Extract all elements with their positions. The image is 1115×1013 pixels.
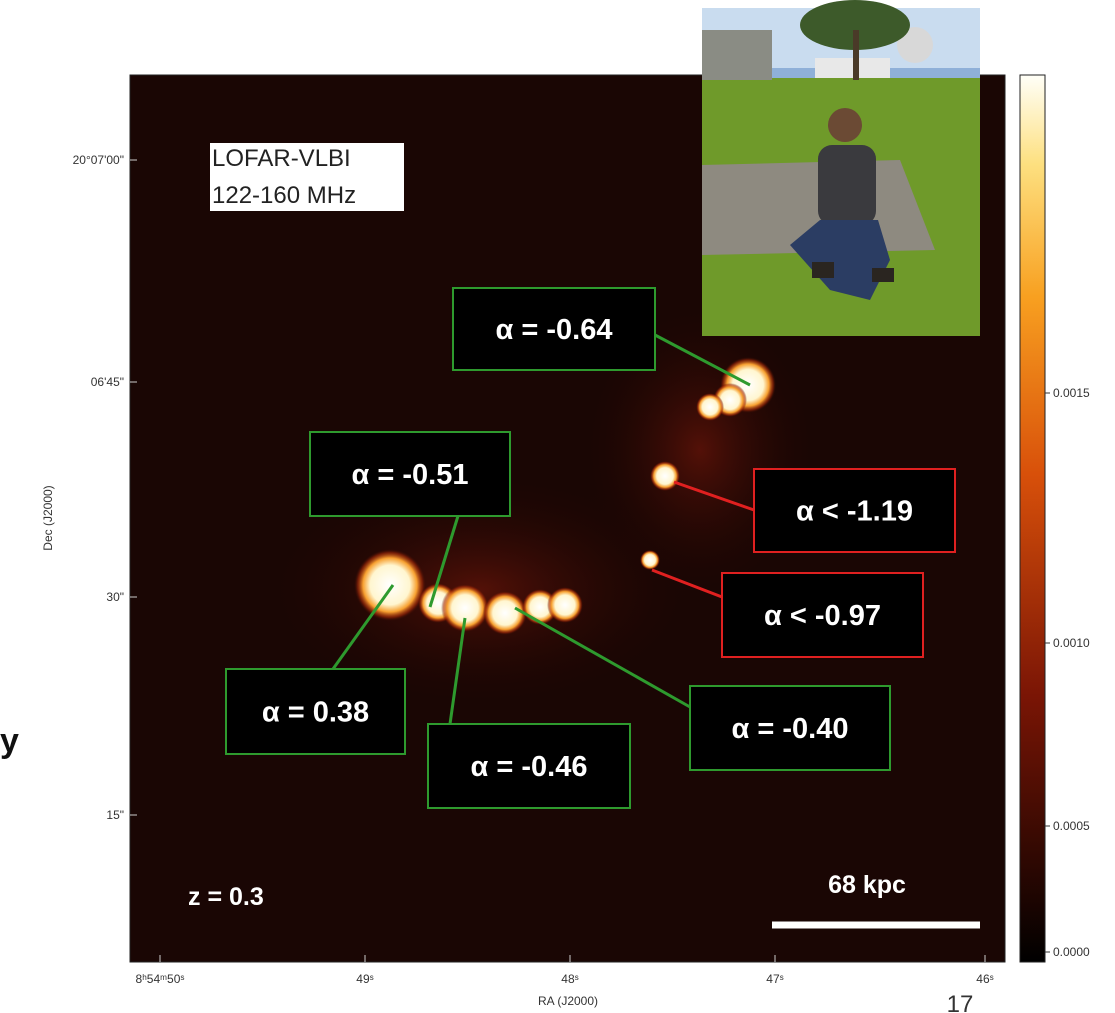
- colorbar-tick-label: 0.0010: [1053, 636, 1090, 650]
- annotation-text: α = 0.38: [262, 697, 369, 729]
- y-axis-title: Dec (J2000): [41, 485, 55, 550]
- redshift: z = 0.3: [188, 883, 264, 911]
- label: LOFAR-VLBI: [212, 145, 351, 172]
- y-tick-label: 06'45": [91, 375, 124, 389]
- photo: [702, 0, 980, 336]
- slide-number: 17: [947, 991, 974, 1013]
- radio-blob: [696, 393, 724, 421]
- annotation-text: α < -1.19: [796, 496, 913, 528]
- scale-bar-label: 68 kpc: [828, 871, 906, 899]
- colorbar-tick-label: 0.0005: [1053, 819, 1090, 833]
- radio-blob: [547, 587, 583, 623]
- y-tick-label: 15": [106, 808, 124, 822]
- x-tick-label: 46ˢ: [976, 972, 993, 986]
- annotation-text: α < -0.97: [764, 600, 881, 632]
- annotation-text: α = -0.51: [352, 459, 469, 491]
- page: LOFAR-VLBI 122-160 MHz z = 0.3 68 kpc 17…: [0, 0, 1115, 1013]
- cut-text: y: [0, 722, 19, 760]
- x-tick-label: 48ˢ: [561, 972, 578, 986]
- colorbar: [1020, 75, 1045, 962]
- slide: LOFAR-VLBI 122-160 MHz z = 0.3 68 kpc 17…: [0, 0, 1115, 1013]
- x-tick-label: 8ʰ54ᵐ50ˢ: [136, 972, 185, 986]
- x-axis-title: RA (J2000): [538, 994, 598, 1008]
- radio-blob: [640, 550, 660, 570]
- y-tick-label: 20°07'00": [73, 153, 124, 167]
- y-tick-label: 30": [106, 590, 124, 604]
- annotation-text: α = -0.40: [732, 713, 849, 745]
- annotation-text: α = -0.64: [496, 314, 613, 346]
- colorbar-tick-label: 0.0015: [1053, 386, 1090, 400]
- radio-blob: [483, 591, 527, 635]
- label: 122-160 MHz: [212, 182, 356, 209]
- colorbar-tick-label: 0.0000: [1053, 945, 1090, 959]
- annotation-text: α = -0.46: [471, 751, 588, 783]
- x-tick-label: 49ˢ: [356, 972, 373, 986]
- x-tick-label: 47ˢ: [766, 972, 783, 986]
- radio-blob: [354, 549, 426, 621]
- radio-blob: [650, 461, 680, 491]
